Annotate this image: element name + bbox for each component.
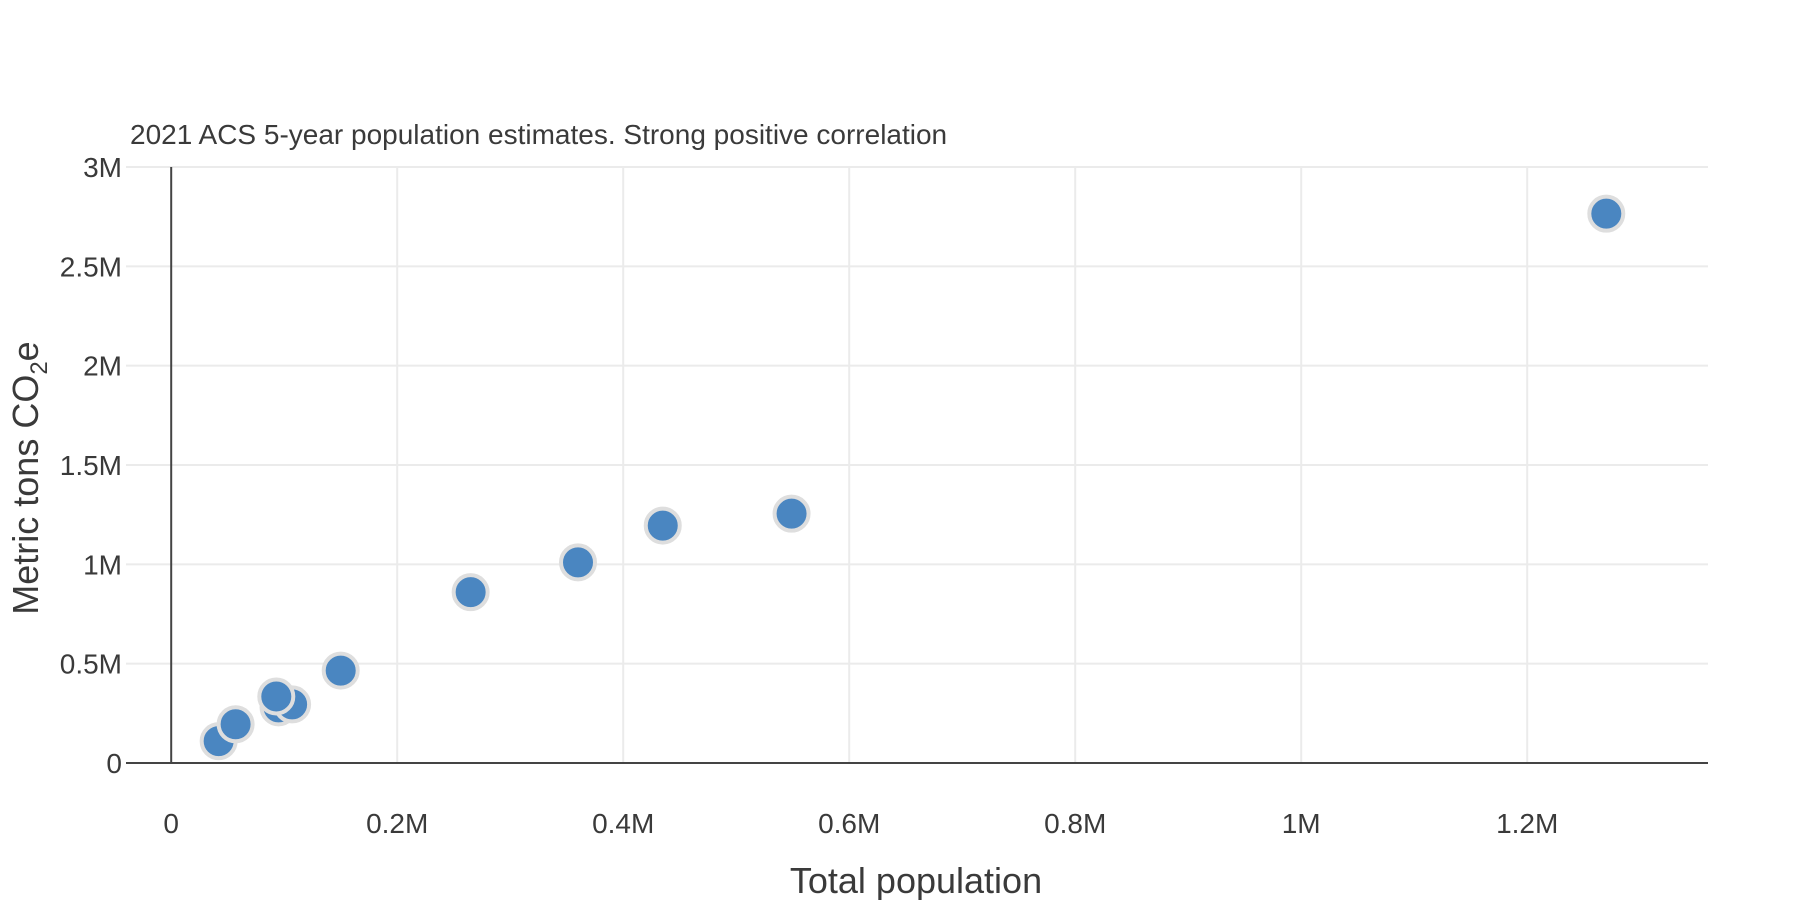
- y-tick-label: 1.5M: [60, 450, 122, 481]
- x-tick-label: 0.6M: [818, 808, 880, 839]
- axes: [126, 167, 1708, 764]
- data-point: [559, 543, 597, 582]
- y-axis-title-suffix: e: [5, 341, 46, 361]
- y-tick-label: 0: [106, 748, 122, 779]
- y-axis-title: Metric tons CO2e: [5, 341, 53, 614]
- y-tick-label: 2M: [83, 351, 122, 382]
- chart-subtitle: 2021 ACS 5-year population estimates. St…: [130, 119, 947, 150]
- data-point: [643, 506, 682, 545]
- y-axis-title-subscript: 2: [26, 361, 53, 374]
- x-tick-label: 1M: [1282, 808, 1321, 839]
- data-point: [321, 651, 360, 690]
- y-tick-label: 0.5M: [60, 649, 122, 680]
- data-points: [199, 194, 1626, 761]
- data-point: [772, 494, 811, 533]
- data-point: [451, 573, 490, 612]
- data-point: [257, 677, 296, 716]
- y-axis-title-main: Metric tons CO: [5, 375, 46, 615]
- x-tick-label: 0.4M: [592, 808, 654, 839]
- x-axis-title: Total population: [790, 860, 1042, 900]
- data-point: [1587, 194, 1626, 233]
- x-tick-label: 0.8M: [1044, 808, 1106, 839]
- data-point: [216, 705, 255, 744]
- x-tick-label: 0: [163, 808, 179, 839]
- x-tick-label: 1.2M: [1496, 808, 1558, 839]
- y-tick-label: 2.5M: [60, 251, 122, 282]
- y-tick-label: 1M: [83, 549, 122, 580]
- grid-lines: [126, 166, 1708, 763]
- y-tick-label: 3M: [83, 152, 122, 183]
- x-tick-label: 0.2M: [366, 808, 428, 839]
- tick-labels: 0 0.2M 0.4M 0.6M 0.8M 1M 1.2M 0 0.5M 1M 1.5M 2M 2.5M…: [60, 152, 1559, 839]
